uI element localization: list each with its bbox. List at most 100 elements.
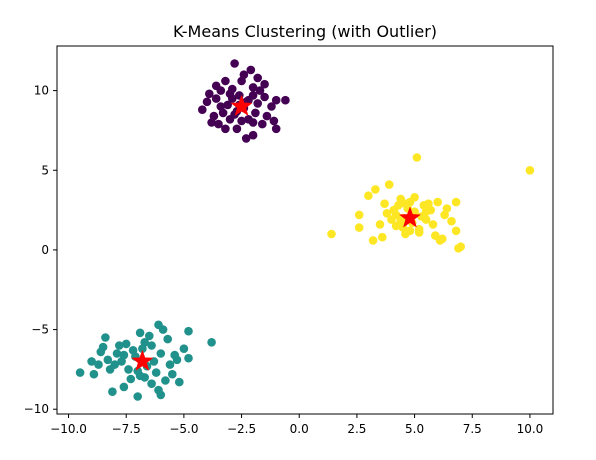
data-point xyxy=(119,382,129,392)
data-point xyxy=(147,341,156,350)
data-point xyxy=(271,124,281,134)
y-tick-label: 5 xyxy=(41,163,49,177)
data-point xyxy=(424,199,433,208)
data-point xyxy=(456,242,466,251)
data-point xyxy=(394,201,403,210)
y-tick-label: 10 xyxy=(34,84,49,98)
centroid-star xyxy=(131,349,154,371)
x-tick-label: 2.5 xyxy=(347,422,366,436)
data-point xyxy=(384,180,394,189)
data-point xyxy=(260,92,269,102)
data-point xyxy=(165,360,175,369)
data-point xyxy=(262,111,272,121)
data-point xyxy=(89,369,99,379)
y-tick-label: −10 xyxy=(24,402,49,416)
data-point xyxy=(230,59,239,68)
x-tick-label: −5.0 xyxy=(169,422,198,436)
data-point xyxy=(207,338,216,347)
data-point xyxy=(205,89,214,99)
data-point xyxy=(525,166,535,175)
data-point xyxy=(172,355,182,365)
data-point xyxy=(258,119,267,129)
data-point xyxy=(154,385,163,395)
x-tick-label: 5.0 xyxy=(405,422,424,436)
data-point xyxy=(135,328,145,338)
data-point xyxy=(433,197,443,207)
data-point xyxy=(126,374,136,384)
data-point xyxy=(121,339,131,349)
data-point xyxy=(364,191,373,200)
data-point xyxy=(112,349,122,358)
x-tick-label: 10.0 xyxy=(517,422,544,436)
data-point xyxy=(232,124,242,134)
data-point xyxy=(87,357,96,366)
data-point xyxy=(271,95,281,105)
centroids-layer xyxy=(131,94,422,371)
data-point xyxy=(161,376,170,385)
data-point xyxy=(133,392,142,401)
data-point xyxy=(375,220,385,229)
points-layer xyxy=(75,59,535,401)
chart-title: K-Means Clustering (with Outlier) xyxy=(173,22,437,41)
data-point xyxy=(251,108,260,118)
data-point xyxy=(211,81,221,91)
data-point xyxy=(184,353,193,363)
data-point xyxy=(396,216,406,226)
data-point xyxy=(405,226,415,236)
data-point xyxy=(98,342,108,352)
data-point xyxy=(149,357,159,366)
data-point xyxy=(133,366,142,376)
data-point xyxy=(451,197,461,207)
data-point xyxy=(140,373,149,382)
data-point xyxy=(246,65,256,75)
plot-frame xyxy=(56,45,554,415)
data-point xyxy=(94,360,103,369)
data-point xyxy=(391,210,401,220)
y-axis: −10 −5 0 5 10 xyxy=(24,84,57,416)
data-point xyxy=(184,326,193,336)
data-point xyxy=(412,153,422,162)
data-point xyxy=(147,379,156,389)
data-point xyxy=(239,70,249,79)
data-point xyxy=(248,130,258,140)
x-tick-label: −10.0 xyxy=(50,422,87,436)
data-point xyxy=(267,102,276,111)
data-point xyxy=(253,99,262,108)
data-point xyxy=(175,377,184,387)
data-point xyxy=(209,111,219,121)
data-point xyxy=(438,234,447,244)
data-point xyxy=(105,365,115,374)
data-point xyxy=(225,115,235,124)
data-point xyxy=(124,365,133,374)
data-point xyxy=(428,220,438,229)
data-point xyxy=(269,116,279,126)
data-point xyxy=(244,95,253,105)
data-point xyxy=(228,94,237,103)
data-point xyxy=(211,94,221,103)
data-point xyxy=(151,368,161,377)
data-point xyxy=(253,73,262,83)
x-axis: −10.0 −7.5 −5.0 −2.5 0.0 2.5 5.0 7.5 10.0 xyxy=(50,414,543,436)
x-tick-label: −7.5 xyxy=(112,422,141,436)
data-point xyxy=(108,387,117,397)
data-point xyxy=(223,100,232,110)
data-point xyxy=(202,97,212,107)
data-point xyxy=(115,341,124,350)
data-point xyxy=(371,185,380,194)
data-point xyxy=(103,355,113,365)
data-point xyxy=(401,199,410,208)
data-point xyxy=(378,232,387,242)
data-point xyxy=(145,331,154,341)
data-point xyxy=(198,105,207,114)
data-point xyxy=(368,236,378,245)
data-point xyxy=(281,95,290,105)
y-tick-label: −5 xyxy=(31,323,49,337)
data-point xyxy=(158,325,168,334)
data-point xyxy=(101,333,110,342)
centroid-star xyxy=(398,206,422,228)
x-tick-label: −2.5 xyxy=(227,422,256,436)
data-point xyxy=(255,86,265,95)
data-point xyxy=(442,204,452,213)
data-point xyxy=(354,210,364,220)
